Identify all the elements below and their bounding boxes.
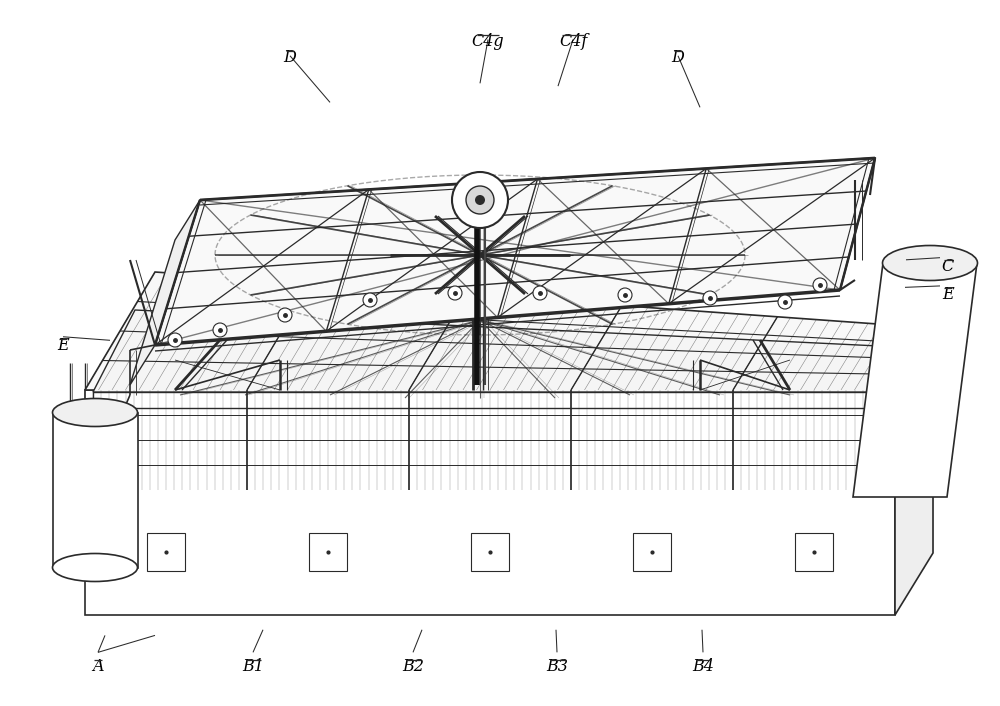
Ellipse shape [52, 398, 138, 426]
Circle shape [278, 308, 292, 322]
Text: D: D [284, 49, 296, 66]
Circle shape [168, 333, 182, 347]
Polygon shape [93, 392, 897, 408]
Text: A: A [92, 658, 104, 675]
Polygon shape [853, 263, 977, 497]
Text: E: E [942, 286, 954, 303]
Circle shape [475, 195, 485, 205]
Text: B2: B2 [402, 658, 424, 675]
Circle shape [452, 172, 508, 228]
Text: C4g: C4g [472, 33, 504, 50]
Bar [309, 532, 347, 570]
Bar [795, 532, 833, 570]
Circle shape [813, 278, 827, 292]
Text: E: E [57, 337, 69, 354]
Text: B4: B4 [692, 658, 714, 675]
Circle shape [533, 286, 547, 300]
Ellipse shape [52, 554, 138, 582]
Text: C: C [942, 258, 954, 275]
Text: B3: B3 [546, 658, 568, 675]
Circle shape [778, 295, 792, 309]
Polygon shape [155, 158, 875, 345]
Text: B1: B1 [242, 658, 264, 675]
Circle shape [448, 286, 462, 300]
Polygon shape [93, 310, 920, 392]
Polygon shape [52, 412, 138, 568]
Bar [633, 532, 671, 570]
Text: C4f: C4f [559, 33, 587, 50]
Polygon shape [895, 328, 933, 615]
Polygon shape [130, 200, 200, 385]
Circle shape [618, 288, 632, 302]
Bar [147, 532, 185, 570]
Bar [471, 532, 509, 570]
Circle shape [466, 186, 494, 214]
Ellipse shape [883, 246, 978, 280]
Polygon shape [85, 390, 895, 615]
Text: D: D [672, 49, 684, 66]
Polygon shape [85, 272, 933, 390]
Circle shape [363, 293, 377, 307]
Circle shape [213, 323, 227, 337]
Circle shape [703, 291, 717, 305]
